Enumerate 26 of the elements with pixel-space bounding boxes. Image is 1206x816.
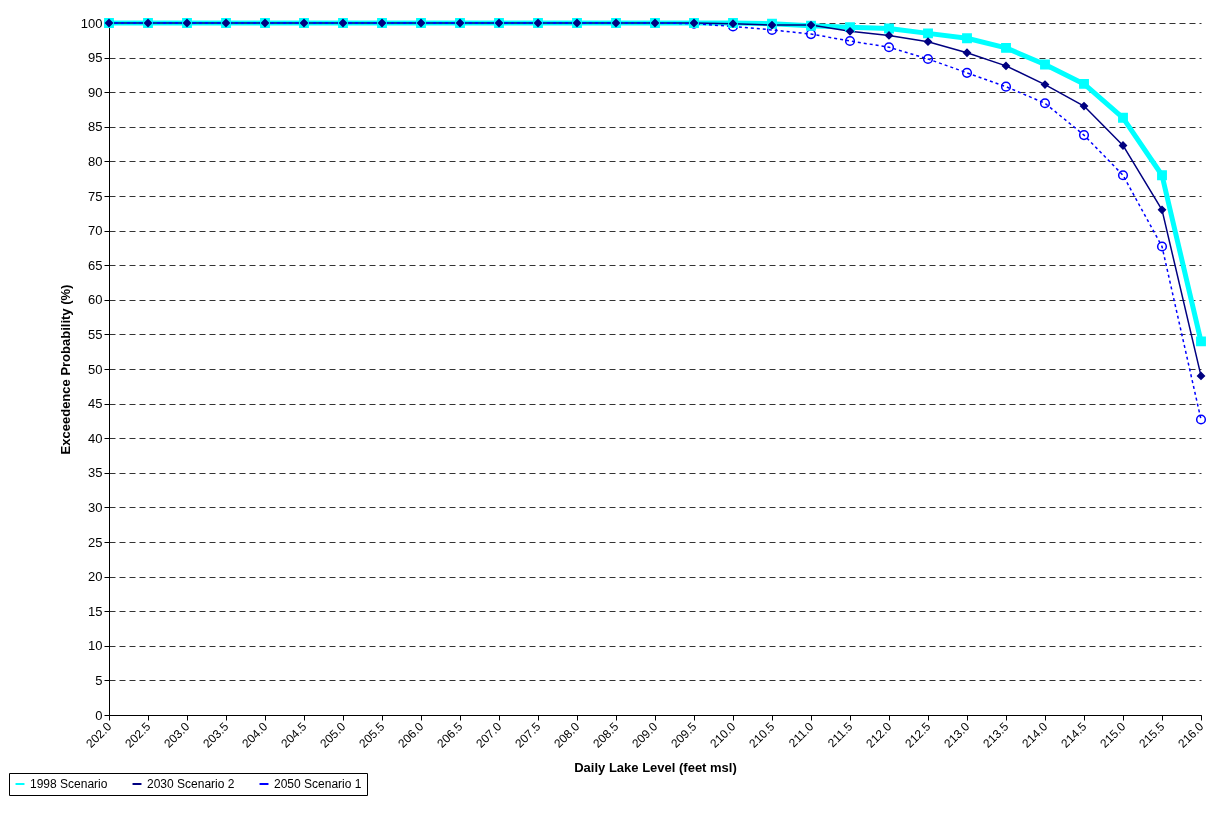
y-axis-title: Exceedence Probability (%) [57, 284, 73, 455]
y-tick-label: 5 [95, 672, 103, 688]
y-tick-label: 50 [88, 361, 103, 377]
x-axis-title: Daily Lake Level (feet msl) [574, 759, 737, 775]
y-tick-label: 80 [88, 153, 103, 169]
y-tick-label: 95 [88, 50, 103, 66]
y-tick-label: 25 [88, 534, 103, 550]
y-tick-label: 85 [88, 119, 103, 135]
y-tick-label: 65 [88, 257, 103, 273]
y-tick-label: 15 [88, 603, 103, 619]
legend-label: 2050 Scenario 1 [274, 777, 362, 791]
y-tick-label: 35 [88, 465, 103, 481]
y-tick-label: 55 [88, 326, 103, 342]
y-tick-label: 0 [95, 707, 103, 723]
legend-label: 1998 Scenario [30, 777, 108, 791]
legend-label: 2030 Scenario 2 [147, 777, 235, 791]
y-tick-label: 100 [80, 15, 103, 31]
y-tick-label: 10 [88, 638, 103, 654]
y-tick-label: 45 [88, 396, 103, 412]
y-tick-label: 60 [88, 292, 103, 308]
y-tick-label: 75 [88, 188, 103, 204]
y-tick-label: 40 [88, 430, 103, 446]
y-tick-label: 30 [88, 499, 103, 515]
y-tick-label: 90 [88, 84, 103, 100]
y-tick-label: 70 [88, 223, 103, 239]
y-tick-label: 20 [88, 569, 103, 585]
